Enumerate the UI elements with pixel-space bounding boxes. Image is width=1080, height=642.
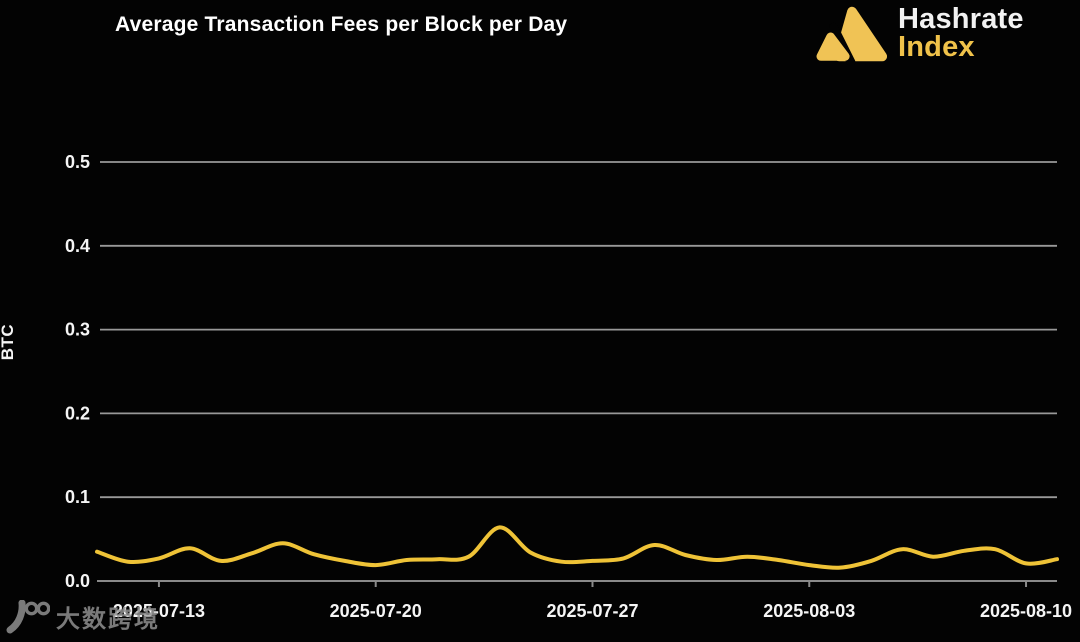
x-tick-label: 2025-07-27 — [546, 601, 638, 621]
hashrate-index-logo-icon — [816, 6, 888, 65]
x-tick-label: 2025-08-10 — [980, 601, 1072, 621]
y-tick-label: 0.2 — [65, 403, 90, 423]
y-tick-label: 0.3 — [65, 320, 90, 340]
x-tick-label: 2025-08-03 — [763, 601, 855, 621]
logo-word-index: Index — [898, 31, 975, 63]
chart-title: Average Transaction Fees per Block per D… — [115, 13, 568, 36]
watermark-text: 大数跨境 — [56, 606, 160, 633]
watermark-100-icon — [6, 599, 50, 633]
y-tick-label: 0.5 — [65, 152, 90, 172]
fee-line-series — [95, 525, 1059, 570]
watermark: 大数跨境 — [6, 599, 160, 634]
x-tick-label: 2025-07-13 — [113, 601, 205, 621]
logo-wordmark: Hashrate Index — [898, 3, 1024, 63]
hashrate-index-logo: Hashrate Index — [816, 5, 1024, 65]
y-tick-label: 0.4 — [65, 236, 90, 256]
y-tick-label: 0.0 — [65, 571, 90, 591]
x-tick-label: 2025-07-20 — [330, 601, 422, 621]
y-tick-label: 0.1 — [65, 487, 90, 507]
logo-word-hashrate: Hashrate — [898, 3, 1024, 35]
